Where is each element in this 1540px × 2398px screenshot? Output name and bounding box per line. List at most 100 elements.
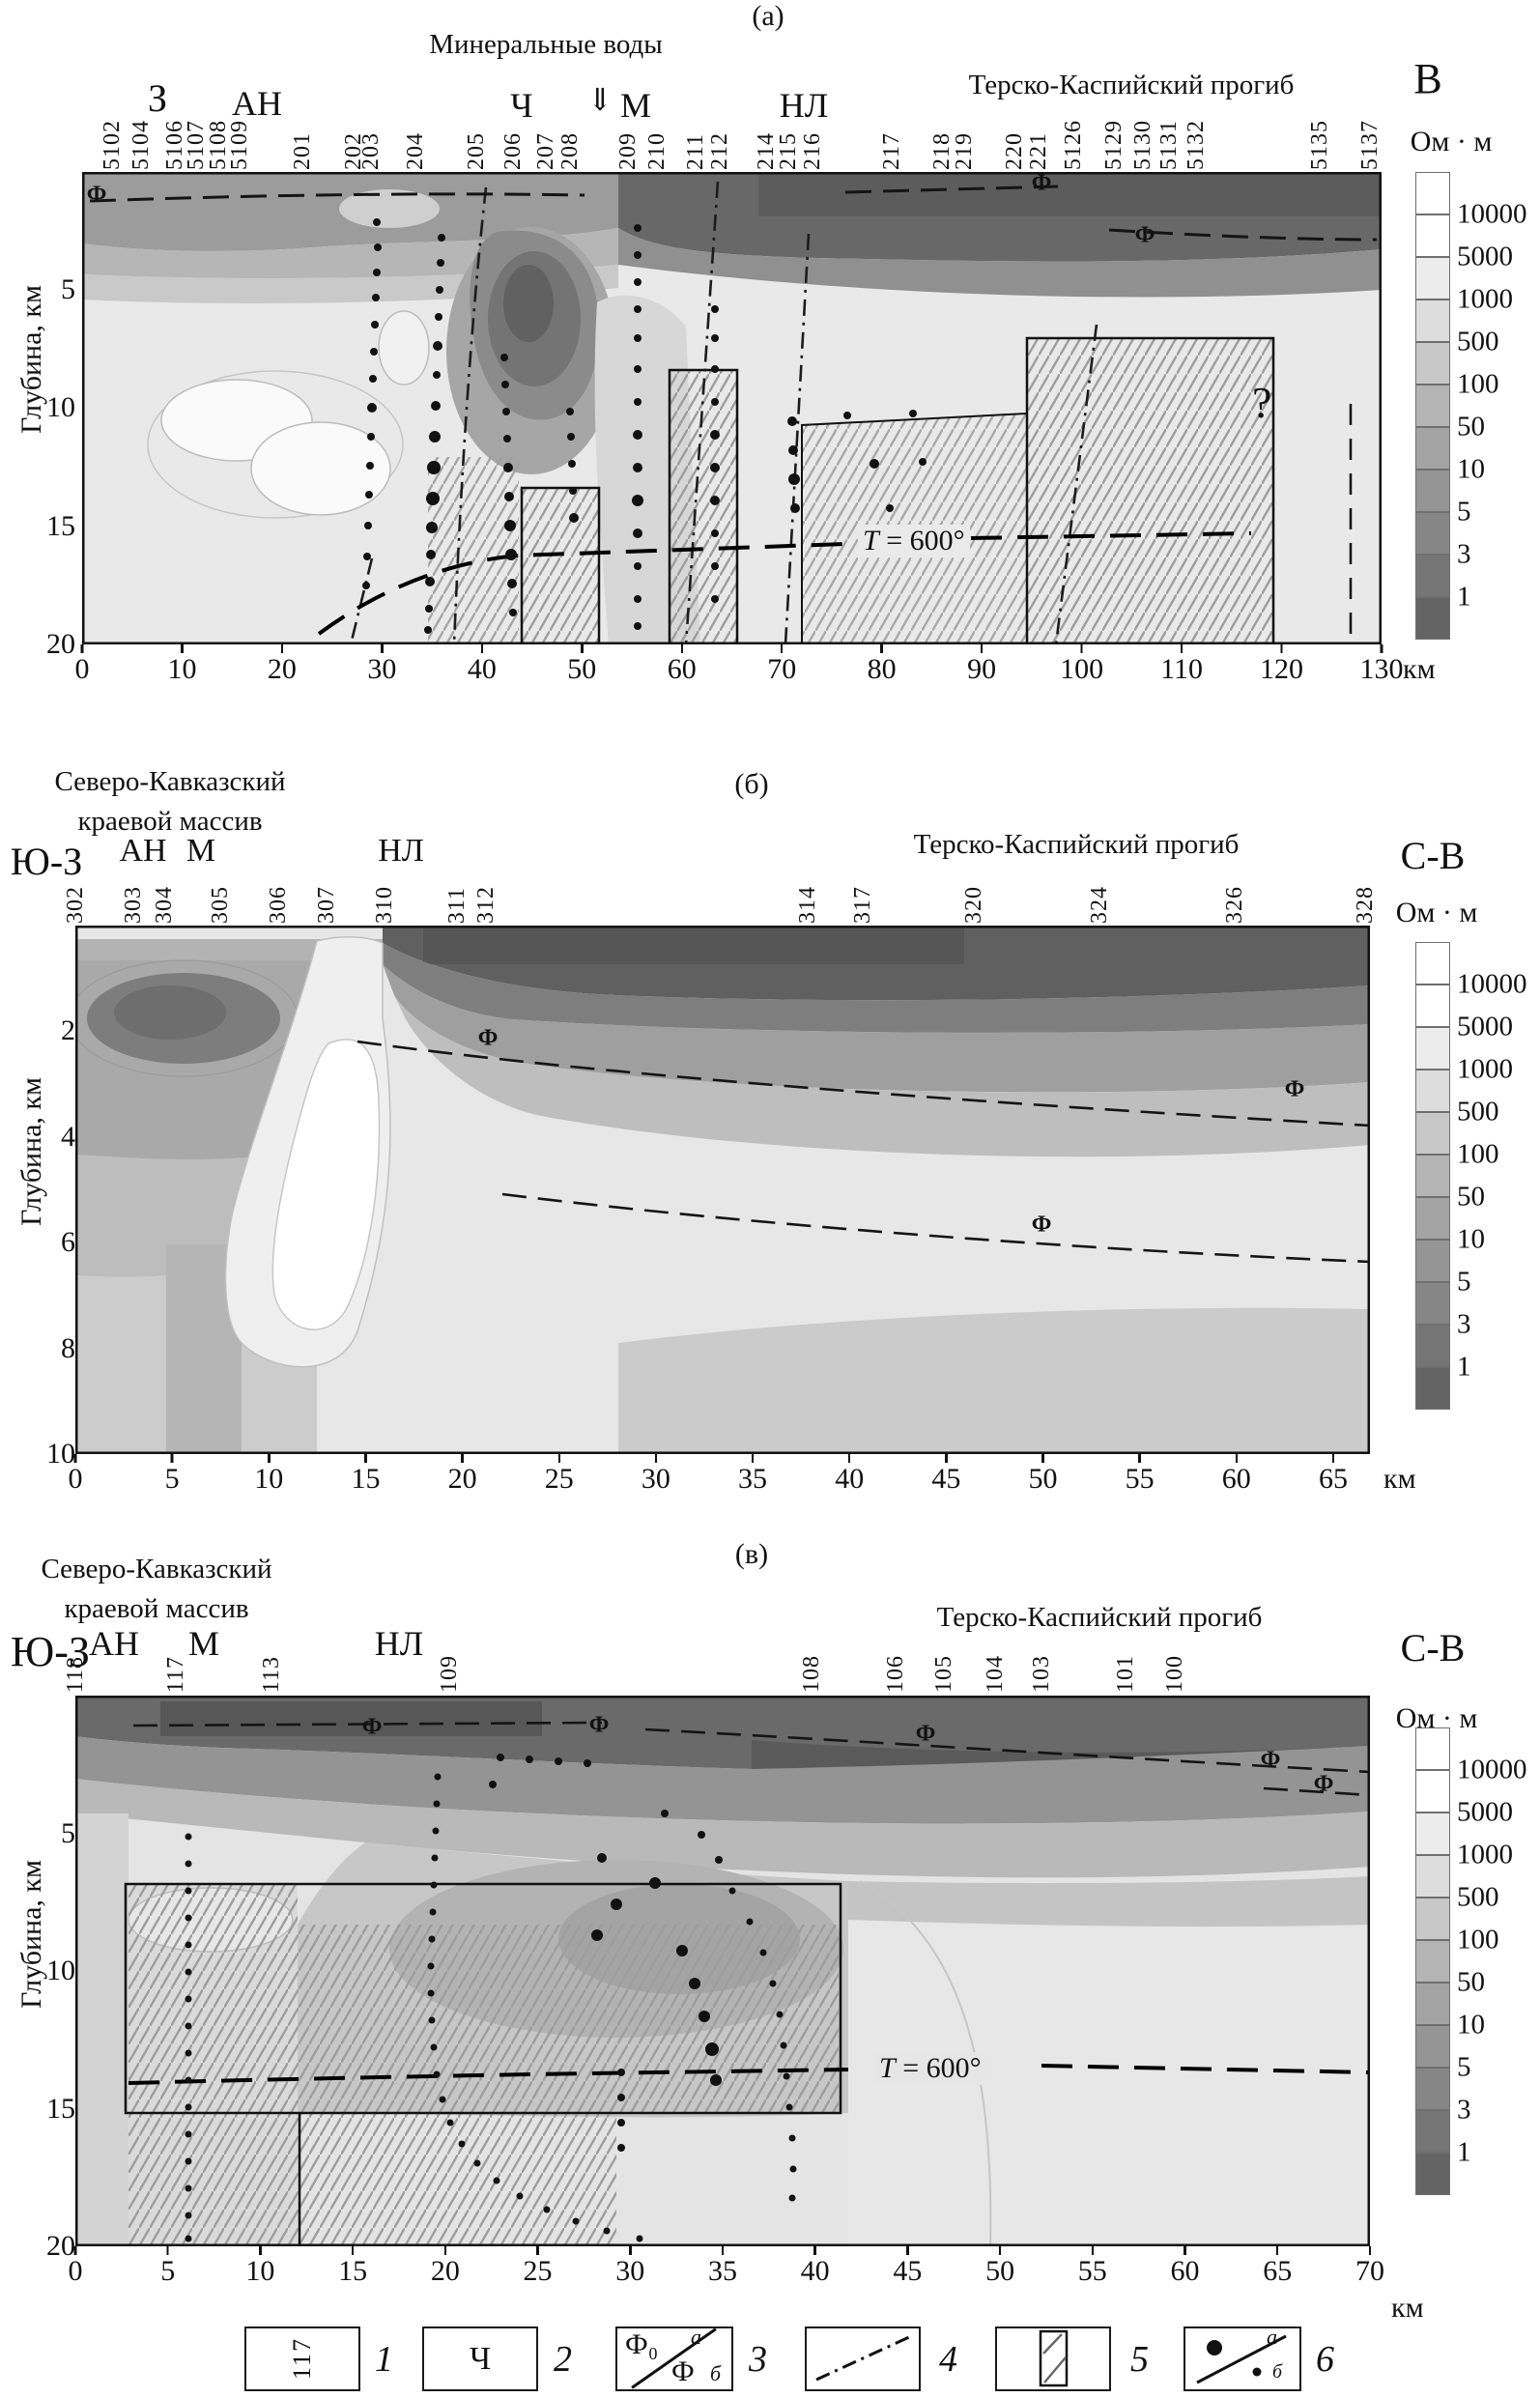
colorbar-value-label: 10000 — [1457, 1754, 1527, 1785]
station-label: 303 — [121, 886, 146, 924]
phi-horizon-mark: Ф — [477, 1025, 499, 1051]
distance-tick: 120 — [1260, 644, 1303, 685]
station-label: 320 — [961, 886, 986, 924]
colorbar-value-label: 500 — [1457, 1096, 1499, 1128]
distance-tick: 55 — [1126, 1454, 1155, 1495]
depth-tick-label: 4 — [61, 1120, 75, 1153]
colorbar-segment — [1415, 1197, 1450, 1240]
colorbar-value-label: 3 — [1457, 1308, 1471, 1340]
legend-num-6: 6 — [1316, 2339, 1334, 2380]
colorbar-segment — [1415, 985, 1450, 1027]
colorbar-v-labels: 10000 5000 1000 500 100 50 10 5 3 1 — [1457, 0, 1540, 2398]
distance-tick-label: 50 — [567, 653, 597, 685]
distance-tick-label: 60 — [1221, 1463, 1251, 1495]
distance-tick-label: 20 — [267, 653, 297, 685]
distance-tick: 70 — [767, 644, 796, 685]
colorbar-segment — [1415, 1155, 1450, 1197]
distance-tick-label: 20 — [447, 1463, 477, 1495]
panel-b-x-axis: 0 5 10 15 20 25 30 35 40 45 50 55 60 65 — [0, 1454, 1540, 1499]
station-label: 304 — [152, 886, 177, 924]
colorbar-segment — [1415, 427, 1450, 470]
station-label: 314 — [795, 886, 820, 924]
section-a-plot — [82, 172, 1382, 644]
hatched-zone-icon — [1039, 2329, 1069, 2387]
distance-tick: 5 — [160, 2246, 175, 2287]
tick-mark — [1041, 1454, 1044, 1463]
panel-v-caption: (в) — [734, 1538, 769, 1570]
depth-tick-label: 15 — [46, 509, 75, 542]
station-label: 109 — [437, 1655, 462, 1693]
tick-mark — [847, 1454, 851, 1463]
colorbar-segment — [1415, 2068, 1450, 2110]
distance-tick: 0 — [75, 644, 90, 685]
distance-tick-label: 50 — [1028, 1463, 1058, 1495]
hypocenter-dots-a — [362, 218, 927, 634]
distance-tick: 30 — [367, 644, 396, 685]
isotherm-symbol: T — [879, 2052, 896, 2084]
legend-sup-b: б — [1272, 2361, 1283, 2383]
legend-box-hypocenters: а б — [1184, 2325, 1301, 2391]
colorbar-value-label: 10000 — [1457, 198, 1527, 230]
colorbar-value-label: 3 — [1457, 2094, 1471, 2126]
colorbar-segment — [1415, 1898, 1450, 1940]
colorbar-segment — [1415, 942, 1450, 985]
distance-tick-label: 30 — [367, 653, 397, 685]
colorbar-segment — [1415, 1027, 1450, 1070]
depth-tick-label: 2 — [61, 1014, 75, 1046]
panel-v-trough-label: Терско-Каспийский прогиб — [936, 1602, 1263, 1633]
distance-tick-label: 15 — [338, 2255, 368, 2287]
phi-horizon-mark: Ф — [86, 182, 107, 208]
distance-tick: 20 — [268, 644, 297, 685]
station-label: 5130 — [1130, 120, 1155, 170]
distance-tick: 20 — [431, 2246, 460, 2287]
colorbar-value-label: 100 — [1457, 1924, 1499, 1956]
distance-tick: 20 — [448, 1454, 477, 1495]
station-label: 326 — [1222, 886, 1247, 924]
panel-b-label-nl: НЛ — [378, 833, 424, 869]
depth-tick-label: 6 — [61, 1226, 75, 1258]
distance-tick-label: 35 — [738, 1463, 768, 1495]
colorbar-segment — [1415, 555, 1450, 597]
distance-tick-label: 45 — [893, 2255, 923, 2287]
colorbar-segment — [1415, 342, 1450, 385]
section-v-plot — [75, 1696, 1370, 2246]
station-label: 220 — [1002, 132, 1027, 170]
distance-tick: 60 — [1222, 1454, 1251, 1495]
panel-b-massif-line1: Северо-Кавказский — [54, 766, 286, 797]
tick-mark — [268, 1454, 271, 1463]
legend-f0-symbol: Ф₀ — [625, 2328, 659, 2360]
distance-tick-label: 110 — [1160, 653, 1203, 685]
legend-num-3: 3 — [749, 2339, 767, 2380]
distance-tick: 70 — [1355, 2246, 1384, 2287]
distance-tick-label: 90 — [967, 653, 997, 685]
distance-tick: 110 — [1160, 644, 1203, 685]
distance-tick: 40 — [468, 644, 497, 685]
colorbar-value-label: 500 — [1457, 1881, 1499, 1913]
depth-tick-label: 10 — [46, 1438, 75, 1470]
colorbar-value-label: 3 — [1457, 538, 1471, 570]
colorbar-segment — [1415, 172, 1450, 214]
distance-tick-label: 10 — [254, 1463, 284, 1495]
tick-mark — [259, 2246, 262, 2255]
tick-mark — [721, 2246, 725, 2255]
distance-tick-label: 0 — [68, 1463, 83, 1495]
distance-tick-label: 55 — [1125, 1463, 1155, 1495]
station-label: 5109 — [227, 120, 252, 170]
colorbar-a — [1415, 172, 1450, 640]
station-label: 101 — [1113, 1655, 1138, 1693]
depth-tick-label: 20 — [46, 2230, 75, 2262]
station-label: 113 — [259, 1655, 284, 1693]
colorbar-b-labels: 10000 5000 1000 500 100 50 10 5 3 1 — [1457, 0, 1540, 2398]
tick-mark — [73, 1454, 77, 1463]
station-label: 100 — [1162, 1655, 1187, 1693]
tick-mark — [1331, 1454, 1335, 1463]
legend-sup-a: а — [1267, 2325, 1277, 2349]
distance-tick: 15 — [338, 2246, 367, 2287]
panel-a-caption: (а) — [752, 0, 784, 32]
tick-mark — [1275, 2246, 1279, 2255]
station-label: 210 — [644, 132, 670, 170]
phi-horizon-mark: Ф — [1260, 1747, 1281, 1773]
panel-v-massif-line1: Северо-Кавказский — [41, 1554, 272, 1584]
distance-tick: 60 — [1171, 2246, 1200, 2287]
